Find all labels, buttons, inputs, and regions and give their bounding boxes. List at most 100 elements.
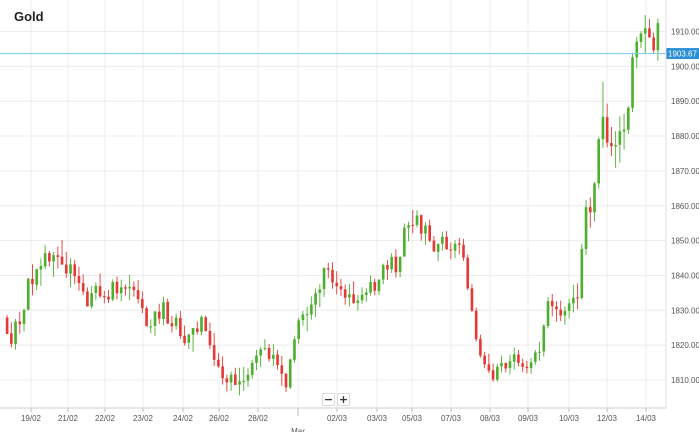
candle <box>136 279 140 304</box>
candle <box>631 52 634 113</box>
candle-body <box>183 335 186 344</box>
candle <box>335 271 339 295</box>
candle-body <box>428 225 432 241</box>
candle <box>166 298 170 324</box>
candle <box>56 246 60 269</box>
candle-body <box>288 359 292 388</box>
candle-body <box>31 278 34 285</box>
candle <box>267 344 271 362</box>
candle <box>555 301 558 322</box>
candle-body <box>512 354 516 362</box>
candle-body <box>479 338 482 356</box>
candle <box>18 311 22 334</box>
candle-body <box>86 291 89 307</box>
candle-body <box>542 325 546 352</box>
candle-body <box>356 300 360 303</box>
candle <box>73 259 77 285</box>
x-tick-label: 05/03 <box>402 414 423 423</box>
candle-body <box>124 287 127 289</box>
candle <box>377 279 381 295</box>
candles[interactable] <box>5 15 660 396</box>
candle <box>191 328 195 352</box>
candle-body <box>107 296 110 300</box>
candle <box>639 31 643 48</box>
candle-body <box>403 227 406 257</box>
x-tick-label: 26/02 <box>209 414 230 423</box>
candle-body <box>43 253 47 267</box>
candle <box>259 346 262 368</box>
candle-body <box>369 282 372 293</box>
x-axis: 19/02 21/02 22/02 23/02 24/02 26/02 28/02 Mar 02… <box>0 407 666 436</box>
candle <box>504 362 508 373</box>
candle-body <box>601 116 605 140</box>
candle-body <box>538 351 541 353</box>
candle-body <box>90 293 93 307</box>
candle-body <box>35 269 39 285</box>
y-tick-label: 1880.00 <box>671 132 699 141</box>
candle-body <box>56 255 60 257</box>
candle-body <box>572 297 575 304</box>
candle <box>550 293 554 317</box>
candle <box>601 81 605 148</box>
candle-body <box>170 323 174 327</box>
candle-body <box>212 345 216 360</box>
candle-body <box>635 41 639 58</box>
x-tick-label: 22/02 <box>95 414 116 423</box>
candle <box>563 306 567 325</box>
x-tick-label: 02/03 <box>327 414 348 423</box>
candle-body <box>373 282 377 291</box>
y-tick-label: 1810.00 <box>671 376 699 385</box>
candle <box>610 126 613 157</box>
y-tick-label: 1890.00 <box>671 97 699 106</box>
x-tick-label: 03/03 <box>367 414 388 423</box>
y-tick-label: 1910.00 <box>671 28 699 37</box>
candle <box>187 333 191 349</box>
candle <box>326 262 330 279</box>
candle <box>314 288 317 317</box>
candle-body <box>559 309 563 316</box>
candle-body <box>377 279 381 292</box>
candle-body <box>208 330 212 346</box>
candle-body <box>407 225 410 228</box>
candle <box>436 243 440 262</box>
candle-body <box>322 268 326 290</box>
candle <box>81 274 85 295</box>
candle-body <box>610 143 613 147</box>
candle-body <box>145 308 148 327</box>
candle <box>5 315 9 334</box>
candle <box>411 209 415 234</box>
candle-body <box>263 347 267 349</box>
candle <box>500 355 503 373</box>
candle-body <box>18 321 22 325</box>
candle-body <box>614 145 617 147</box>
candle <box>567 298 571 319</box>
candle-body <box>597 139 601 184</box>
candle-body <box>521 363 524 367</box>
candle-body <box>517 354 520 363</box>
candle-body <box>149 326 153 328</box>
candle <box>542 324 546 357</box>
zoom-in-button[interactable]: + <box>337 393 350 406</box>
candle-body <box>491 370 495 380</box>
candle <box>22 308 26 332</box>
candle <box>622 113 626 150</box>
candle <box>593 182 596 222</box>
candle-body <box>102 296 106 298</box>
candle-body <box>500 362 503 367</box>
candle <box>322 267 326 297</box>
candle-body <box>267 347 271 360</box>
candle-body <box>229 374 233 383</box>
x-tick-label: 21/02 <box>58 414 79 423</box>
candle-body <box>339 286 343 290</box>
candle-body <box>466 257 470 289</box>
candle-body <box>69 264 72 274</box>
zoom-out-button[interactable]: − <box>322 393 335 406</box>
candle-body <box>348 294 351 298</box>
candle <box>559 300 563 322</box>
candle-body <box>119 287 123 294</box>
candle <box>462 238 465 261</box>
candle-body <box>48 253 51 262</box>
candle <box>534 350 537 365</box>
candle-body <box>60 256 64 265</box>
